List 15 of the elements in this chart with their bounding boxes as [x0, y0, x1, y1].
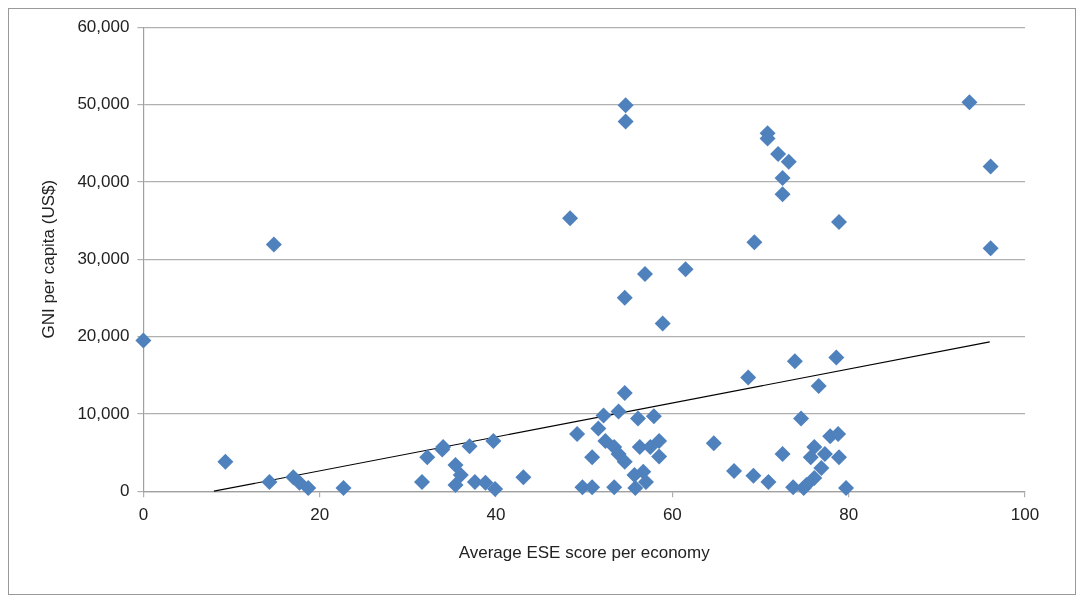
y-tick-label: 10,000	[77, 403, 130, 423]
x-tick-label: 40	[486, 505, 506, 525]
y-tick-label: 30,000	[77, 248, 130, 268]
x-tick-label: 0	[138, 505, 149, 525]
y-tick-label: 0	[119, 480, 130, 500]
y-axis-title: GNI per capita (US$)	[38, 179, 58, 339]
y-tick-label: 20,000	[77, 326, 130, 346]
x-tick-label: 100	[1010, 505, 1040, 525]
x-tick-label: 60	[662, 505, 682, 525]
y-tick-label: 40,000	[77, 171, 130, 191]
x-tick-label: 80	[839, 505, 859, 525]
y-tick-label: 60,000	[77, 16, 130, 36]
x-tick-label: 20	[310, 505, 330, 525]
x-axis-title: Average ESE score per economy	[458, 543, 711, 563]
y-tick-label: 50,000	[77, 94, 130, 114]
